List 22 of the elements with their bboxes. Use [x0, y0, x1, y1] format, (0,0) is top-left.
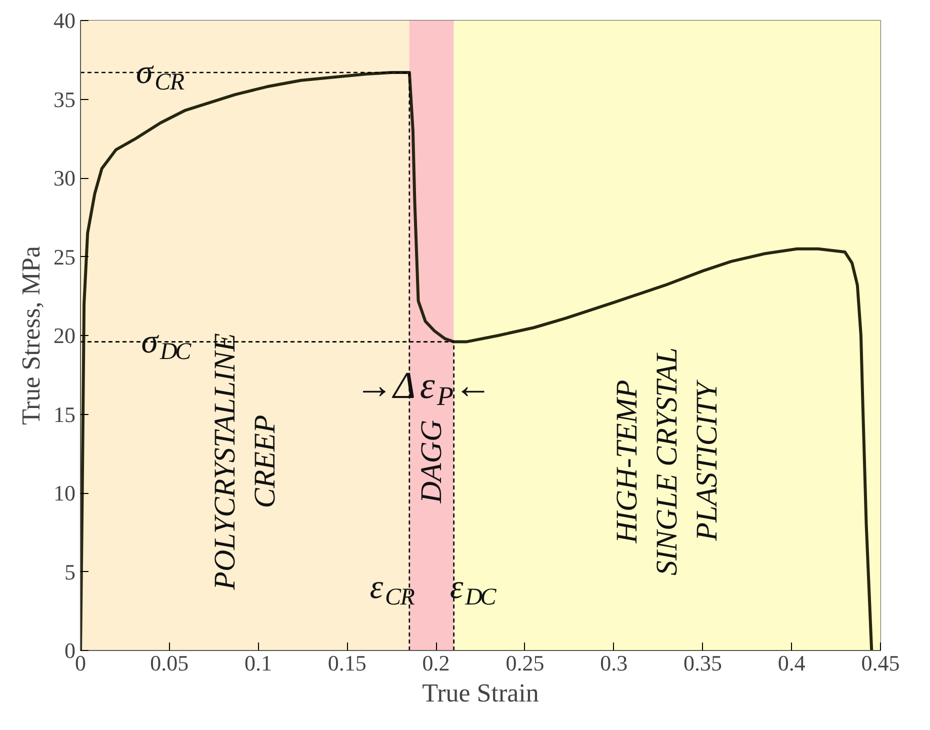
y-tick-label: 5 [64, 559, 76, 584]
y-tick-label: 35 [54, 86, 76, 112]
y-tick-label: 25 [54, 244, 76, 270]
band-label: POLYCRYSTALLINE CREEP [208, 333, 282, 591]
x-tick-label: 0.3 [600, 650, 628, 676]
x-tick-label: 0.15 [328, 650, 366, 676]
y-tick-label: 15 [54, 402, 76, 427]
x-tick-label: 0.1 [244, 650, 272, 676]
x-tick-label: 0.45 [861, 650, 900, 676]
x-axis-title: True Strain [422, 678, 539, 708]
x-tick-label: 0.25 [506, 650, 544, 676]
y-tick-label: 30 [54, 166, 76, 190]
band-label: HIGH-TEMP SINGLE CRYSTAL PLASTICITY [610, 347, 724, 576]
y-tick-label: 20 [54, 323, 76, 348]
y-tick-label: 10 [54, 480, 76, 506]
x-tick-label: 0.4 [778, 650, 806, 676]
x-tick-label: 0.2 [422, 650, 450, 676]
band-label: DAGG [415, 420, 448, 504]
x-tick-label: 0.35 [683, 650, 722, 676]
x-tick-label: 0.05 [150, 650, 189, 676]
y-tick-label: 40 [54, 8, 76, 33]
y-axis-title: True Stress, MPa [16, 246, 46, 425]
